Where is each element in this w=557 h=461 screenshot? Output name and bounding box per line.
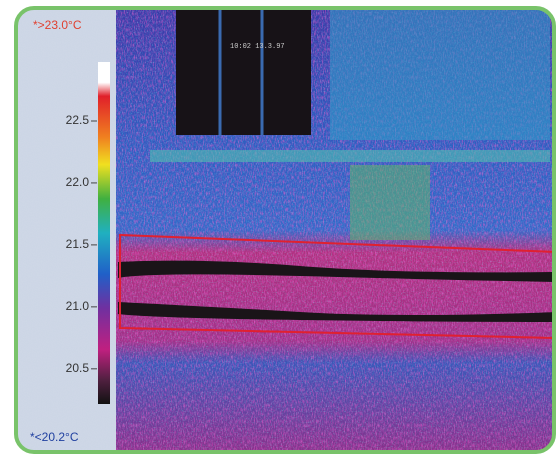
image: 10:02 13.3.97 *>23.0°C *<20.2°C 22.5 22.0… (16, 8, 556, 452)
thermal-figure: 10:02 13.3.97 *>23.0°C *<20.2°C 22.5 22.0… (0, 0, 557, 456)
tick-label: 20.5 (66, 361, 90, 375)
timestamp: 10:02 13.3.97 (230, 43, 285, 51)
tick-label: 22.5 (66, 113, 90, 127)
sill (150, 150, 550, 162)
max-label: *>23.0°C (33, 18, 82, 32)
tick-label: 21.0 (66, 299, 90, 313)
tick-label: 22.0 (66, 175, 90, 189)
radiator-heat (350, 165, 430, 240)
color-bar (98, 62, 110, 404)
tick-label: 21.5 (66, 237, 90, 251)
min-label: *<20.2°C (30, 430, 79, 444)
warm-wall (330, 10, 550, 140)
window (176, 10, 311, 135)
